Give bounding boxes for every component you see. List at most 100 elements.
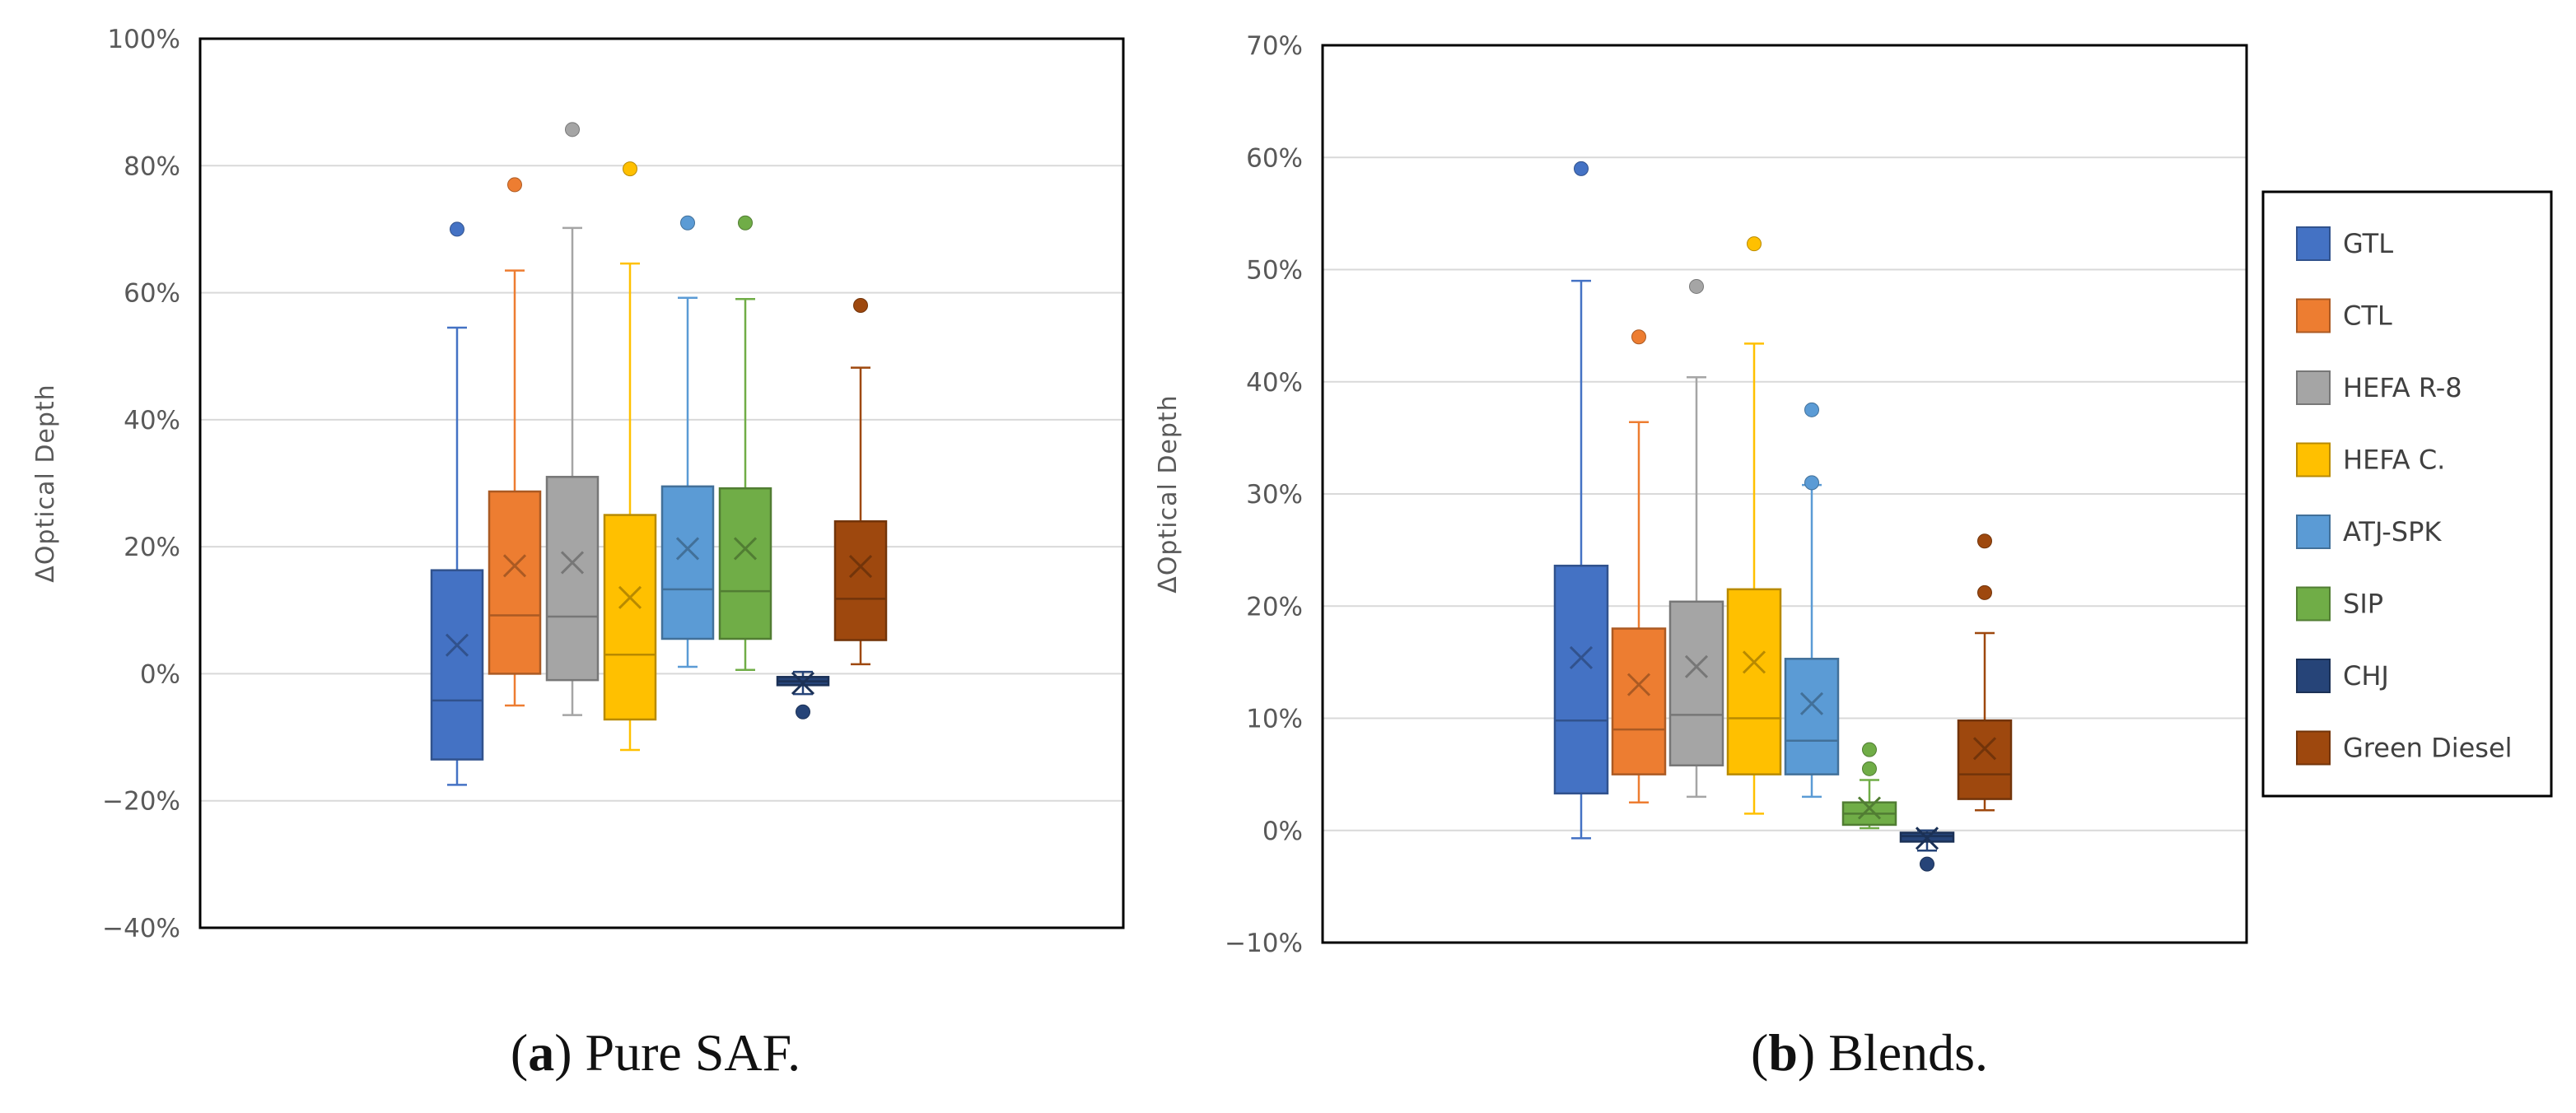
legend-item-ctl: CTL bbox=[2296, 298, 2392, 333]
box-sip bbox=[1841, 742, 1897, 830]
y-axis-label: ΔOptical Depth bbox=[31, 384, 60, 582]
legend-label: GTL bbox=[2343, 228, 2393, 259]
mean-marker bbox=[1742, 650, 1766, 674]
box-hefa-r-8 bbox=[1668, 278, 1724, 799]
legend: GTL CTL HEFA R-8 HEFA C. ATJ-SPK SIP CHJ Green … bbox=[2261, 190, 2553, 798]
mean-marker bbox=[733, 537, 758, 561]
box-atj-spk bbox=[660, 215, 715, 668]
outlier-point bbox=[1631, 329, 1646, 345]
y-tick-label: 40% bbox=[1246, 368, 1303, 398]
plot-area-border bbox=[1321, 44, 2248, 944]
box-gtl bbox=[1553, 161, 1609, 840]
mean-marker bbox=[848, 554, 873, 579]
legend-swatch bbox=[2296, 298, 2331, 333]
box-iqr bbox=[833, 520, 888, 641]
box-hefa-c bbox=[1726, 236, 1782, 815]
outlier-point bbox=[680, 215, 695, 231]
y-tick-label: 20% bbox=[124, 533, 180, 562]
y-tick-label: 60% bbox=[1246, 143, 1303, 173]
y-tick-label: 50% bbox=[1246, 256, 1303, 286]
mean-marker bbox=[445, 633, 469, 657]
legend-swatch bbox=[2296, 659, 2331, 693]
y-tick-label: −40% bbox=[102, 914, 180, 943]
box-iqr bbox=[1611, 627, 1667, 775]
box-sip bbox=[718, 215, 772, 672]
y-axis-label: ΔOptical Depth bbox=[1154, 394, 1183, 593]
legend-item-hefa-c: HEFA C. bbox=[2296, 442, 2445, 477]
outlier-point bbox=[450, 221, 464, 237]
legend-item-gtl: GTL bbox=[2296, 226, 2393, 261]
legend-label: HEFA C. bbox=[2343, 445, 2445, 476]
y-tick-label: 60% bbox=[124, 279, 180, 309]
box-iqr bbox=[430, 569, 484, 761]
outlier-point bbox=[1862, 742, 1877, 757]
mean-marker bbox=[1684, 654, 1709, 678]
y-tick-label: 20% bbox=[1246, 592, 1303, 622]
legend-item-hefa-r-8: HEFA R-8 bbox=[2296, 370, 2462, 405]
legend-swatch bbox=[2296, 730, 2331, 766]
box-iqr bbox=[1784, 658, 1840, 775]
y-tick-label: −10% bbox=[1225, 929, 1303, 958]
legend-item-green-diesel: Green Diesel bbox=[2296, 730, 2513, 766]
legend-swatch bbox=[2296, 586, 2331, 622]
box-gtl bbox=[430, 221, 484, 786]
legend-label: Green Diesel bbox=[2343, 733, 2513, 764]
mean-marker bbox=[618, 585, 642, 609]
mean-marker bbox=[1915, 827, 1939, 850]
mean-marker bbox=[1972, 737, 1997, 761]
box-iqr bbox=[1726, 588, 1782, 775]
box-iqr bbox=[603, 514, 657, 721]
outlier-point bbox=[1804, 475, 1819, 491]
caption-b: (b) Blends. bbox=[1751, 1023, 1988, 1082]
box-iqr bbox=[1957, 719, 2013, 800]
outlier-point bbox=[507, 177, 522, 193]
outlier-point bbox=[565, 122, 580, 137]
mean-marker bbox=[675, 537, 700, 561]
legend-label: SIP bbox=[2343, 589, 2383, 620]
y-tick-label: 30% bbox=[1246, 480, 1303, 510]
outlier-point bbox=[1574, 161, 1589, 176]
box-hefa-c bbox=[603, 161, 657, 752]
box-iqr bbox=[1553, 564, 1609, 795]
plot-area-border bbox=[198, 37, 1125, 929]
y-tick-label: 80% bbox=[124, 151, 180, 181]
caption-a: (a) Pure SAF. bbox=[511, 1023, 800, 1082]
outlier-point bbox=[796, 704, 810, 719]
y-tick-label: 70% bbox=[1246, 31, 1303, 61]
box-iqr bbox=[660, 485, 715, 640]
legend-label: CHJ bbox=[2343, 660, 2389, 692]
y-tick-label: 0% bbox=[1262, 817, 1303, 846]
outlier-point bbox=[1804, 402, 1819, 417]
legend-swatch bbox=[2296, 226, 2331, 261]
outlier-point bbox=[1862, 761, 1877, 776]
outlier-point bbox=[1920, 856, 1934, 872]
box-iqr bbox=[488, 490, 542, 675]
box-iqr bbox=[718, 487, 772, 640]
box-green-diesel bbox=[1957, 533, 2013, 812]
mean-marker bbox=[502, 554, 527, 578]
mean-marker bbox=[1857, 796, 1882, 820]
y-tick-label: 0% bbox=[140, 659, 180, 689]
legend-label: HEFA R-8 bbox=[2343, 372, 2462, 403]
legend-swatch bbox=[2296, 370, 2331, 405]
legend-box bbox=[2261, 190, 2553, 798]
y-tick-label: −20% bbox=[102, 787, 180, 817]
legend-item-chj: CHJ bbox=[2296, 659, 2389, 693]
legend-swatch bbox=[2296, 515, 2331, 549]
y-tick-label: 100% bbox=[107, 25, 180, 54]
mean-marker bbox=[1799, 692, 1824, 715]
chart-panel-b: −10% 0% 10% 20% 30% 40% 50% 60% 70% ΔOptical Dept… bbox=[1154, 31, 2248, 958]
outlier-point bbox=[853, 298, 868, 313]
mean-marker bbox=[1626, 673, 1651, 696]
box-chj bbox=[776, 670, 830, 719]
box-chj bbox=[1899, 827, 1955, 872]
box-green-diesel bbox=[833, 298, 888, 666]
outlier-point bbox=[1689, 278, 1704, 294]
box-ctl bbox=[1611, 329, 1667, 803]
legend-label: CTL bbox=[2343, 300, 2392, 332]
outlier-point bbox=[623, 161, 637, 177]
outlier-point bbox=[1977, 584, 1992, 600]
box-iqr bbox=[1668, 600, 1724, 766]
legend-item-sip: SIP bbox=[2296, 586, 2383, 622]
mean-marker bbox=[1569, 645, 1594, 669]
